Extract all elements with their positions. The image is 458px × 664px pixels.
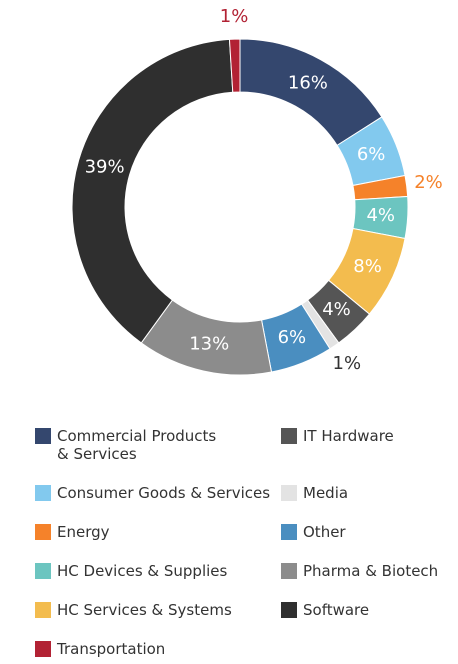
legend-label: Energy [57,523,110,541]
value-label: 4% [322,299,351,320]
donut-segment [228,38,241,93]
legend-item: Commercial Products & Services [35,427,281,463]
value-label: 16% [288,72,328,93]
legend-label: IT Hardware [303,427,394,445]
value-label: 1% [220,6,249,27]
value-label: 6% [278,327,307,348]
value-label: 2% [414,172,443,193]
legend-swatch [35,485,51,501]
legend-label: Consumer Goods & Services [57,484,271,502]
legend-item: HC Services & Systems [35,601,281,619]
legend-item: Consumer Goods & Services [35,484,281,502]
legend-item: Media [281,484,451,502]
legend-label: Pharma & Biotech [303,562,439,580]
legend-swatch [35,563,51,579]
legend-swatch [35,602,51,618]
legend-item: HC Devices & Supplies [35,562,281,580]
value-label: 4% [366,205,395,226]
value-label: 13% [189,334,229,355]
donut-chart: 16% 6% 2% 4% 8% 4% 1% 6% 13% 39% 1% [71,6,443,376]
donut-segment [71,38,234,344]
value-label: 6% [357,144,386,165]
value-label: 8% [353,256,382,277]
legend-label: Commercial Products & Services [57,427,217,463]
legend-swatch [35,641,51,657]
legend-label: Software [303,601,370,619]
legend-swatch [281,602,297,618]
legend-swatch [281,524,297,540]
legend-label: Transportation [57,640,166,658]
legend-item: IT Hardware [281,427,451,463]
legend-swatch [35,524,51,540]
legend-item: Pharma & Biotech [281,562,451,580]
legend-label: HC Devices & Supplies [57,562,228,580]
legend-swatch [281,485,297,501]
legend: Commercial Products & Services Consumer G… [35,427,451,658]
legend-swatch [35,428,51,444]
legend-item: Software [281,601,451,619]
legend-label: Media [303,484,349,502]
legend-item: Energy [35,523,281,541]
value-label: 39% [85,157,125,178]
legend-swatch [281,428,297,444]
value-label: 1% [333,353,362,374]
legend-label: Other [303,523,346,541]
legend-swatch [281,563,297,579]
legend-item: Transportation [35,640,281,658]
legend-item: Other [281,523,451,541]
legend-label: HC Services & Systems [57,601,232,619]
